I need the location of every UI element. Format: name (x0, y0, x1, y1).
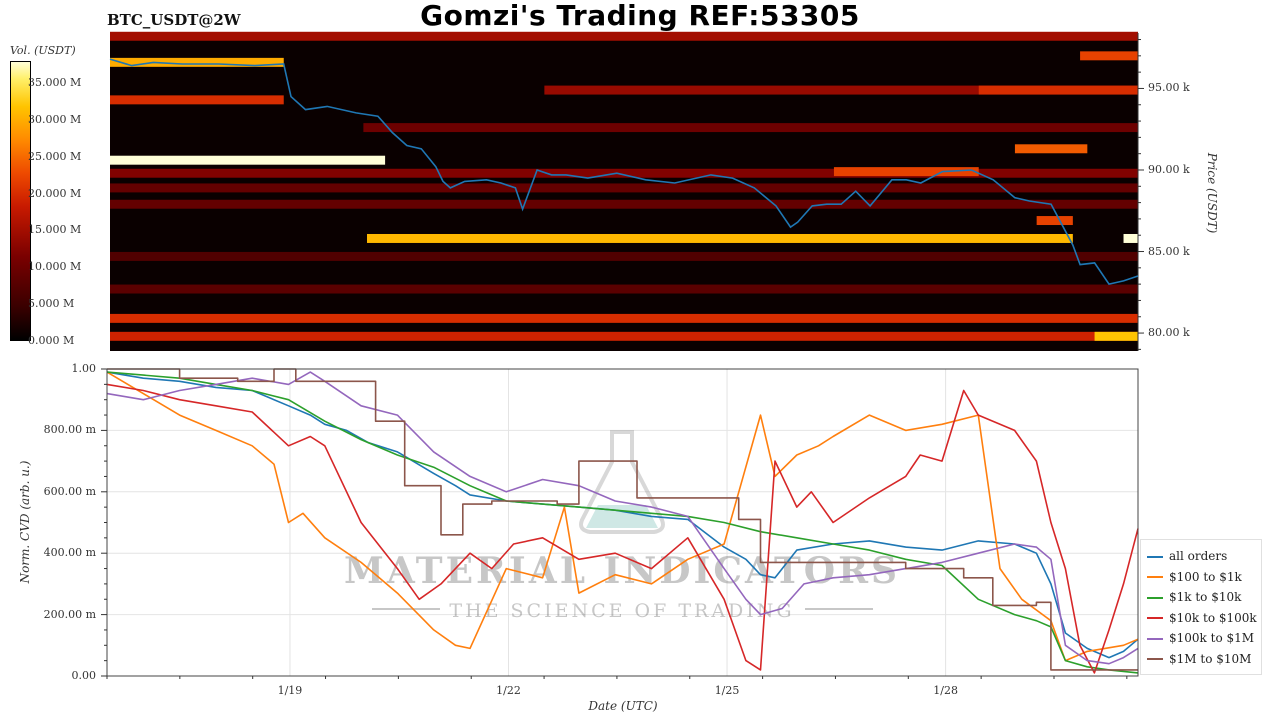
heatmap-band (1123, 233, 1138, 243)
cvd-chart: MATERIAL INDICATORS THE SCIENCE OF TRADI… (101, 368, 1139, 679)
cvd-x-tick-label: 1/22 (496, 684, 521, 697)
chart-title: Gomzi's Trading REF:53305 (420, 0, 860, 32)
cvd-series-line (106, 371, 1139, 665)
heatmap-chart (109, 31, 1144, 351)
heatmap-band (110, 168, 1138, 178)
colorbar-tick-label: 35.000 M (28, 76, 82, 90)
flask-icon (579, 430, 665, 534)
ticker-label: BTC_USDT@2W (107, 11, 241, 29)
legend-swatch (1147, 637, 1163, 640)
cvd-x-tick-label: 1/19 (277, 684, 303, 697)
legend-swatch (1147, 617, 1163, 619)
cvd-series-line (106, 371, 1139, 659)
legend-label: $1M to $10M (1169, 651, 1252, 666)
price-line (109, 58, 1139, 285)
heatmap-band (110, 31, 1138, 41)
watermark: MATERIAL INDICATORS THE SCIENCE OF TRADI… (344, 430, 900, 622)
heatmap-band (110, 313, 1138, 323)
cvd-y-tick-label: 400.00 m (43, 546, 96, 560)
heatmap-band (110, 251, 1138, 261)
colorbar-tick-label: 30.000 M (28, 112, 82, 126)
legend-item: $100 to $1k (1147, 570, 1242, 584)
legend-label: $10k to $100k (1169, 610, 1257, 625)
price-tick-label: 90.00 k (1148, 162, 1190, 176)
heatmap-band (363, 123, 1139, 133)
price-tick-label: 95.00 k (1148, 81, 1190, 95)
heatmap-band (110, 199, 1138, 209)
colorbar-label: Vol. (USDT) (10, 44, 76, 57)
volume-colorbar (10, 61, 31, 341)
heatmap-bands (110, 31, 1139, 341)
cvd-series-line (106, 371, 1139, 662)
cvd-axes (101, 368, 1128, 679)
heatmap-y-axis-label: Price (USDT) (1205, 152, 1219, 234)
heatmap-band (1014, 144, 1088, 154)
heatmap-band (978, 85, 1138, 95)
legend-item: all orders (1147, 549, 1227, 563)
watermark-subtitle: THE SCIENCE OF TRADING (449, 600, 794, 622)
legend-item: $1k to $10k (1147, 590, 1241, 604)
cvd-x-axis-label: Date (UTC) (588, 699, 658, 713)
legend-swatch (1147, 658, 1163, 660)
price-tick-label: 85.00 k (1148, 244, 1190, 258)
heatmap-band (110, 331, 1138, 341)
colorbar-tick-label: 15.000 M (28, 223, 82, 237)
colorbar-tick-label: 25.000 M (28, 149, 82, 163)
watermark-title: MATERIAL INDICATORS (344, 550, 900, 592)
heatmap-band (1080, 51, 1138, 61)
cvd-y-axis-label: Norm. CVD (arb. u.) (18, 460, 32, 584)
legend-item: $1M to $10M (1147, 652, 1251, 666)
colorbar-tick-label: 5.000 M (28, 297, 75, 311)
heatmap-price-axis (1137, 33, 1144, 351)
legend-label: all orders (1169, 549, 1228, 563)
cvd-x-tick-label: 1/25 (714, 684, 740, 697)
heatmap-band (110, 183, 1138, 193)
cvd-y-tick-label: 0.00 (71, 669, 97, 682)
cvd-series-line (106, 383, 1139, 674)
legend-swatch (1147, 555, 1163, 558)
legend-swatch (1147, 596, 1163, 599)
cvd-y-tick-label: 600.00 m (43, 484, 96, 498)
cvd-plot-area (107, 369, 1138, 676)
heatmap-band (1094, 331, 1138, 341)
flask-liquid-icon (586, 505, 658, 528)
cvd-legend: all orders $100 to $1k $1k to $10k $10k to … (1140, 539, 1262, 675)
colorbar-tick-label: 0.000 M (28, 334, 75, 347)
colorbar-tick-label: 20.000 M (28, 186, 82, 200)
price-tick-label: 80.00 k (1148, 326, 1190, 340)
cvd-x-tick-label: 1/28 (933, 684, 958, 697)
heatmap-band (833, 167, 979, 177)
legend-item: $100k to $1M (1147, 631, 1254, 645)
heatmap-band (110, 57, 284, 67)
legend-swatch (1147, 576, 1163, 578)
legend-label: $100k to $1M (1169, 631, 1255, 645)
colorbar-tick-label: 10.000 M (28, 260, 82, 274)
cvd-y-tick-label: 200.00 m (43, 607, 96, 621)
heatmap-band (110, 95, 284, 105)
cvd-y-tick-label: 1.00 (71, 362, 97, 375)
legend-label: $1k to $10k (1169, 590, 1242, 604)
heatmap-band (544, 85, 1138, 95)
heatmap-band (367, 233, 1073, 243)
cvd-y-tick-label: 800.00 m (43, 423, 96, 437)
legend-label: $100 to $1k (1169, 569, 1242, 584)
heatmap-band (110, 155, 386, 165)
heatmap-band (110, 284, 1138, 294)
heatmap-band (1036, 216, 1073, 226)
legend-item: $10k to $100k (1147, 611, 1257, 625)
